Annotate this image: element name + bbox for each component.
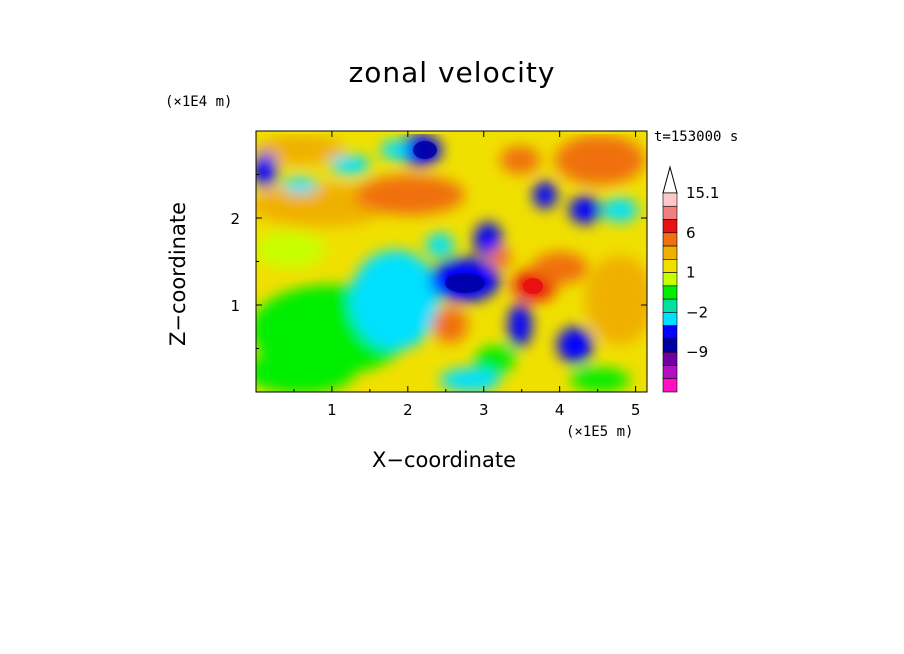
field-blob (432, 307, 468, 343)
field-blob (282, 177, 318, 193)
colorbar-swatch (662, 232, 678, 247)
colorbar-label: 1 (686, 264, 696, 282)
y-tick-label: 1 (230, 297, 240, 315)
field-blob (355, 175, 465, 215)
x-tick-label: 4 (555, 401, 565, 419)
y-tick-label: 2 (230, 210, 240, 228)
colorbar-label: −9 (686, 343, 708, 361)
colorbar-swatch (662, 259, 678, 273)
time-label: t=153000 s (654, 129, 739, 145)
field-blob (602, 198, 638, 222)
field-blob (500, 146, 540, 174)
colorbar-arrow (662, 165, 678, 194)
field-blob (256, 135, 345, 165)
colorbar-label: 6 (686, 224, 696, 242)
colorbar-swatch (662, 365, 678, 380)
field-blob (570, 368, 630, 392)
field-blob (557, 327, 593, 363)
field-blob (256, 152, 277, 188)
field-blob (533, 181, 557, 209)
x-unit-label: (×1E5 m) (566, 424, 634, 440)
field-blob (585, 255, 647, 345)
field-core (523, 278, 543, 294)
velocity-field (256, 131, 647, 392)
field-blob (532, 252, 588, 284)
colorbar-swatch (662, 219, 678, 234)
colorbar-swatch (662, 245, 678, 260)
y-unit-label: (×1E4 m) (165, 94, 233, 110)
x-tick-label: 3 (479, 401, 489, 419)
x-tick-label: 5 (631, 401, 641, 419)
chart-title: zonal velocity (348, 56, 556, 89)
x-tick-label: 2 (403, 401, 413, 419)
colorbar-swatch (662, 192, 678, 207)
field-blob (569, 196, 601, 224)
colorbar-swatch (662, 205, 678, 220)
colorbar-swatch (662, 298, 678, 313)
x-axis-label: X−coordinate (372, 448, 516, 472)
colorbar-swatch (662, 312, 678, 326)
colorbar-label: −2 (686, 303, 708, 321)
field-blob (488, 248, 512, 268)
colorbar-swatch (662, 325, 678, 340)
colorbar-swatch (662, 285, 678, 300)
colorbar-swatch (662, 338, 678, 353)
field-blob (475, 346, 515, 374)
field-blob (440, 368, 500, 392)
field-blob (256, 232, 325, 268)
field-blob (350, 250, 440, 350)
field-blob (381, 140, 409, 160)
field-blob (426, 233, 454, 257)
colorbar-swatch (662, 351, 678, 366)
x-tick-label: 1 (327, 401, 337, 419)
colorbar-swatch (662, 272, 678, 287)
axis-ticks: 1 2 3 4 5 1 2 (230, 131, 647, 419)
field-blob (330, 155, 370, 175)
field-blob (555, 135, 645, 185)
colorbar-swatch (662, 378, 678, 393)
field-core (445, 273, 485, 293)
field-blob (508, 303, 532, 347)
colorbar-label: 15.1 (686, 184, 719, 202)
colorbar: 15.1 6 1 −2 −9 (662, 165, 719, 393)
field-core (413, 141, 437, 159)
field-blob (256, 350, 355, 392)
